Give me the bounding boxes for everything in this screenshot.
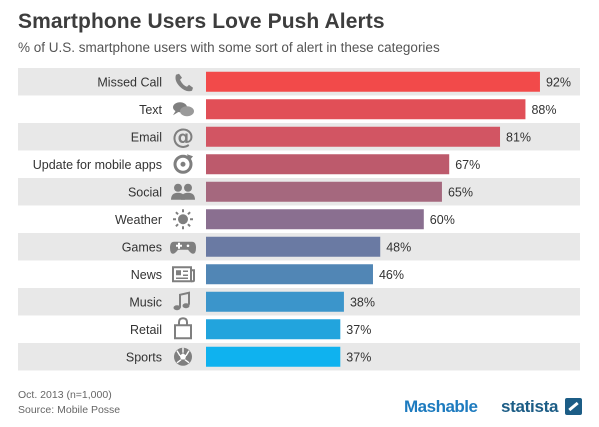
category-label: Sports (126, 350, 162, 364)
gamepad-icon (170, 241, 196, 254)
sun-icon (173, 209, 193, 230)
bar (206, 319, 341, 340)
phone-icon (175, 73, 193, 92)
value-label: 60% (430, 213, 455, 227)
value-label: 46% (379, 268, 404, 282)
soccer-ball-icon (174, 347, 192, 366)
mashable-logo: Mashable (404, 397, 478, 416)
bar-chart: Missed Call 92% Text 88% Email @81% Update for… (18, 68, 580, 371)
category-label: Text (139, 103, 162, 117)
value-label: 38% (350, 295, 375, 309)
value-label: 48% (386, 240, 411, 254)
category-label: Update for mobile apps (33, 158, 162, 172)
value-label: 92% (546, 75, 571, 89)
chart-subtitle: % of U.S. smartphone users with some sor… (18, 40, 440, 55)
category-label: Music (129, 295, 162, 309)
music-note-icon (173, 291, 190, 311)
footer-source: Source: Mobile Posse (18, 404, 121, 416)
category-label: Games (122, 240, 162, 254)
chart-title: Smartphone Users Love Push Alerts (18, 10, 385, 33)
bar (206, 181, 442, 202)
category-label: Social (128, 185, 162, 199)
people-icon (171, 183, 195, 200)
category-label: Email (131, 130, 162, 144)
bar (206, 264, 373, 285)
value-label: 88% (531, 103, 556, 117)
svg-text:@: @ (172, 125, 194, 150)
bar (206, 346, 341, 367)
at-sign-icon: @ (172, 125, 194, 150)
footer-note: Oct. 2013 (n=1,000) (18, 389, 112, 401)
value-label: 67% (455, 158, 480, 172)
bar (206, 126, 501, 147)
statista-logo-icon (565, 398, 582, 415)
statista-logo: statista (501, 397, 559, 416)
category-label: Weather (115, 213, 162, 227)
bar (206, 71, 540, 92)
bar (206, 209, 424, 230)
category-label: Retail (130, 323, 162, 337)
shopping-bag-icon (174, 317, 192, 340)
newspaper-icon (172, 266, 195, 283)
value-label: 37% (346, 323, 371, 337)
category-label: Missed Call (97, 75, 162, 89)
value-label: 81% (506, 130, 531, 144)
category-label: News (131, 268, 162, 282)
bar (206, 236, 381, 257)
bar (206, 99, 526, 120)
bar (206, 154, 450, 175)
value-label: 65% (448, 185, 473, 199)
update-arrow-icon (173, 154, 193, 174)
bar (206, 291, 344, 312)
value-label: 37% (346, 350, 371, 364)
speech-bubbles-icon (173, 102, 194, 117)
